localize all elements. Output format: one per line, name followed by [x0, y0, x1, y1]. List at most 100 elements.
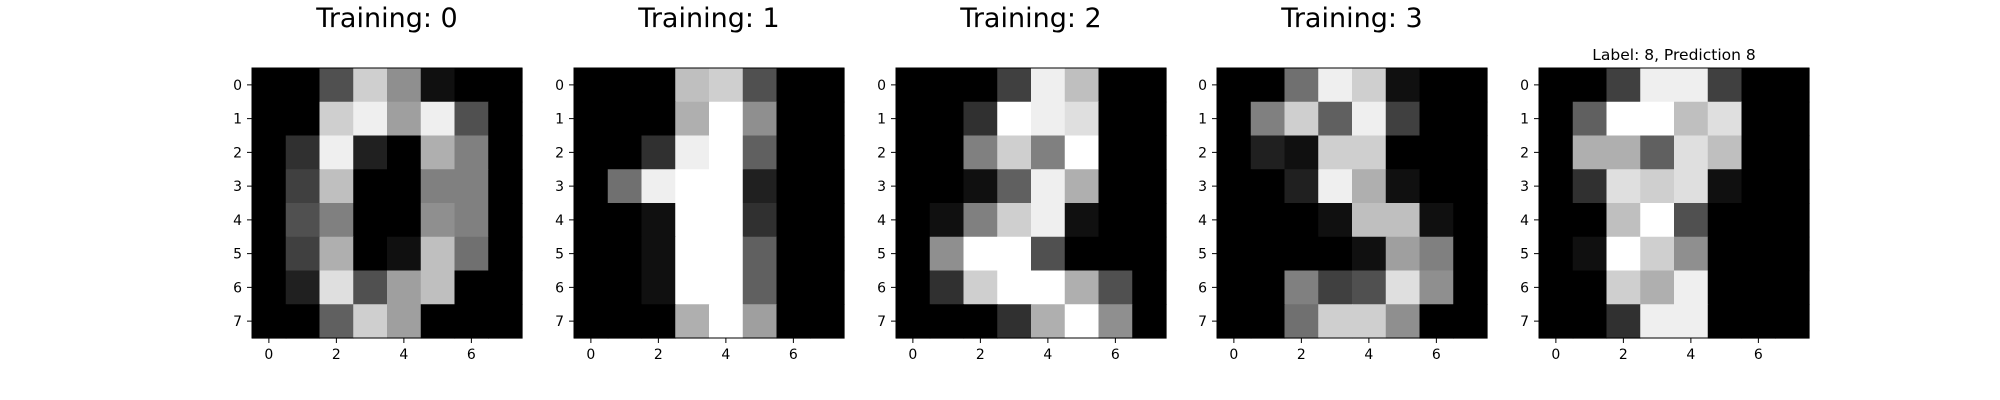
pixel-cell: [1453, 68, 1488, 103]
pixel-cell: [1031, 236, 1066, 272]
pixel-cell: [353, 304, 388, 339]
pixel-cell: [285, 101, 321, 137]
pixel-cell: [1741, 68, 1776, 103]
pixel-cell: [1539, 304, 1574, 339]
y-tick-label: 5: [1520, 247, 1529, 263]
pixel-cell: [1064, 236, 1100, 272]
pixel-cell: [1741, 236, 1776, 272]
pixel-cell: [1572, 68, 1608, 103]
pixel-cell: [776, 169, 811, 204]
pixel-cell: [574, 304, 609, 339]
pixel-cell: [1217, 68, 1252, 103]
pixel-cell: [709, 169, 744, 204]
pixel-cell: [1775, 304, 1810, 339]
pixel-cell: [607, 68, 643, 103]
pixel-cell: [387, 68, 422, 103]
pixel-cell: [1132, 304, 1167, 339]
pixel-cell: [1132, 68, 1167, 103]
pixel-cell: [896, 135, 931, 170]
y-tick-label: 2: [555, 145, 564, 161]
y-tick-label: 0: [233, 78, 242, 94]
pixel-cell: [810, 135, 845, 170]
pixel-cell: [709, 236, 744, 272]
pixel-cell: [742, 203, 778, 238]
digit-panel-3: 0 2 4 6 0 1 2 3 4 5 6 7 Training: 3: [1198, 3, 1488, 363]
pixel-cell: [1250, 68, 1286, 103]
pixel-cell: [1352, 101, 1387, 137]
pixel-cell: [810, 68, 845, 103]
pixel-cell: [488, 304, 523, 339]
pixel-cell: [929, 270, 965, 305]
x-tick-label: 6: [789, 347, 798, 363]
pixel-cell: [1250, 270, 1286, 305]
pixel-cell: [1098, 101, 1133, 137]
pixel-cell: [1640, 68, 1675, 103]
pixel-cell: [997, 101, 1032, 137]
pixel-cell: [1539, 270, 1574, 305]
y-tick-label: 6: [1520, 280, 1529, 296]
pixel-cell: [1385, 304, 1421, 339]
pixel-cell: [896, 68, 931, 103]
y-tick-label: 3: [1520, 179, 1529, 195]
pixel-cell: [641, 203, 676, 238]
y-tick-label: 1: [877, 112, 886, 128]
pixel-cell: [454, 203, 489, 238]
pixel-cell: [488, 68, 523, 103]
digit-panel-0: 0 2 4 6 0 1 2 3 4 5 6 7 Training: 0: [233, 3, 523, 363]
pixel-cell: [1453, 304, 1488, 339]
pixel-cell: [387, 203, 422, 238]
panel-title: Training: 1: [637, 3, 779, 34]
pixel-cell: [1217, 270, 1252, 305]
pixel-cell: [1284, 236, 1319, 272]
pixel-cell: [709, 135, 744, 170]
pixel-cell: [387, 304, 422, 339]
pixel-cell: [1539, 101, 1574, 137]
pixel-cell: [488, 236, 523, 272]
pixel-cell: [319, 169, 354, 204]
pixel-cell: [252, 135, 287, 170]
pixel-cell: [1064, 169, 1100, 204]
pixel-cell: [810, 270, 845, 305]
pixel-cell: [997, 68, 1032, 103]
pixel-cell: [1064, 304, 1100, 339]
pixel-cell: [896, 101, 931, 137]
panel-title: Training: 3: [1280, 3, 1422, 34]
pixel-cell: [1419, 304, 1454, 339]
pixel-cell: [1606, 236, 1641, 272]
pixel-cell: [1707, 135, 1743, 170]
pixel-cell: [742, 68, 778, 103]
pixel-cell: [1098, 68, 1133, 103]
pixel-cell: [1775, 68, 1810, 103]
pixel-cell: [1572, 135, 1608, 170]
pixel-cell: [1352, 169, 1387, 204]
pixel-cell: [1707, 68, 1743, 103]
pixel-cell: [709, 101, 744, 137]
pixel-cell: [1284, 203, 1319, 238]
pixel-cell: [1707, 203, 1743, 238]
pixel-cell: [929, 68, 965, 103]
pixel-cell: [1250, 135, 1286, 170]
pixel-cell: [810, 169, 845, 204]
x-tick-label: 2: [1297, 347, 1306, 363]
pixel-cell: [454, 169, 489, 204]
pixel-cell: [963, 169, 998, 204]
pixel-cell: [488, 203, 523, 238]
pixel-cell: [810, 203, 845, 238]
pixel-cell: [1775, 203, 1810, 238]
pixel-cell: [963, 135, 998, 170]
pixel-cell: [420, 270, 456, 305]
y-tick-label: 1: [1520, 112, 1529, 128]
x-tick-label: 2: [976, 347, 985, 363]
pixel-cell: [997, 236, 1032, 272]
pixel-cell: [929, 135, 965, 170]
pixel-cell: [1352, 304, 1387, 339]
pixel-cell: [420, 135, 456, 170]
y-tick-label: 4: [877, 213, 886, 229]
pixel-cell: [1707, 304, 1743, 339]
pixel-cell: [675, 236, 710, 272]
pixel-cell: [420, 236, 456, 272]
pixel-cell: [709, 203, 744, 238]
pixel-cell: [1775, 169, 1810, 204]
pixel-cell: [1453, 236, 1488, 272]
y-tick-label: 3: [233, 179, 242, 195]
